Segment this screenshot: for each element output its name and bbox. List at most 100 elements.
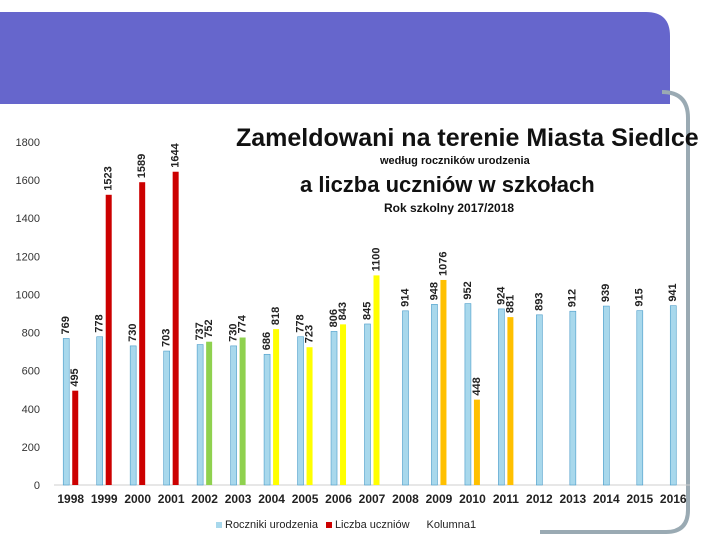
bars bbox=[62, 171, 677, 486]
bar-births-2002 bbox=[196, 344, 204, 486]
bar-births-2005 bbox=[297, 336, 304, 486]
bar-label-students-2004: 818 bbox=[270, 307, 282, 325]
y-tick-label: 1400 bbox=[16, 213, 40, 225]
bar-births-2007 bbox=[364, 323, 371, 486]
y-tick-label: 400 bbox=[22, 404, 40, 416]
bar-births-1998 bbox=[62, 338, 70, 486]
legend-item-students: Liczba uczniów bbox=[325, 519, 410, 531]
bar-births-2004 bbox=[263, 353, 271, 486]
legend-label-students: Liczba uczniów bbox=[334, 519, 410, 531]
bar-students-2001 bbox=[172, 171, 179, 485]
x-tick-label: 2013 bbox=[559, 492, 586, 506]
bar-births-2016 bbox=[669, 305, 677, 486]
bar-label-births-1998: 769 bbox=[60, 316, 72, 334]
legend: Roczniki urodzenia Liczba uczniów Kolumn… bbox=[216, 518, 476, 532]
bar-label-students-2005: 723 bbox=[303, 325, 315, 343]
x-tick-label: 2001 bbox=[158, 492, 185, 506]
chart-title: Zameldowani na terenie Miasta Siedlce bbox=[236, 124, 699, 152]
y-tick-label: 600 bbox=[22, 366, 40, 378]
x-tick-label: 2016 bbox=[660, 492, 687, 506]
bar-label-births-2010: 952 bbox=[462, 281, 474, 299]
bar-label-births-2000: 730 bbox=[127, 324, 139, 342]
x-tick-label: 2002 bbox=[191, 492, 218, 506]
header-band bbox=[0, 12, 670, 104]
x-tick-label: 2015 bbox=[626, 492, 653, 506]
bar-label-births-2002: 737 bbox=[194, 322, 206, 340]
x-tick-label: 2004 bbox=[258, 492, 285, 506]
x-tick-label: 2010 bbox=[459, 492, 486, 506]
bar-label-students-2011: 881 bbox=[504, 295, 516, 313]
bar-label-students-1998: 495 bbox=[69, 368, 81, 386]
school-year-label: Rok szkolny 2017/2018 bbox=[384, 201, 515, 215]
bar-students-2003 bbox=[239, 337, 246, 485]
x-tick-label: 2012 bbox=[526, 492, 553, 506]
y-tick-label: 1800 bbox=[16, 137, 40, 149]
y-tick-label: 1600 bbox=[16, 175, 40, 187]
bar-births-2000 bbox=[129, 345, 137, 486]
y-tick-label: 800 bbox=[22, 328, 40, 340]
x-axis: 1998 1999 2000 2001 2002 2003 2004 2005 2006 2007… bbox=[54, 484, 690, 506]
x-tick-label: 2005 bbox=[292, 492, 319, 506]
bar-births-2011 bbox=[498, 308, 505, 486]
bar-label-students-2000: 1589 bbox=[136, 154, 148, 178]
bar-label-births-2014: 939 bbox=[600, 284, 612, 302]
x-tick-label: 1998 bbox=[57, 492, 84, 506]
x-tick-label: 2000 bbox=[124, 492, 151, 506]
y-axis: 0 200 400 600 800 1000 1200 1400 1600 1800 bbox=[16, 137, 40, 492]
bar-births-2013 bbox=[569, 310, 577, 486]
bar-label-births-2015: 915 bbox=[634, 288, 646, 306]
legend-label-kolumna1: Kolumna1 bbox=[426, 519, 477, 531]
legend-swatch-kolumna1 bbox=[418, 522, 424, 528]
chart-subtitle: według roczników urodzenia bbox=[380, 155, 530, 167]
bar-births-2015 bbox=[636, 310, 644, 486]
bar-label-students-2006: 843 bbox=[337, 302, 349, 320]
bar-births-2008 bbox=[402, 310, 409, 486]
x-tick-label: 2011 bbox=[493, 492, 519, 506]
bar-students-2004 bbox=[273, 329, 280, 485]
bar-label-births-2012: 893 bbox=[533, 292, 545, 310]
bar-births-1999 bbox=[96, 336, 104, 486]
y-tick-label: 1000 bbox=[16, 289, 40, 301]
bar-students-2006 bbox=[340, 324, 347, 485]
bar-students-2005 bbox=[306, 347, 313, 485]
bar-students-1998 bbox=[72, 390, 79, 485]
bar-students-2007 bbox=[373, 275, 380, 485]
bar-births-2006 bbox=[330, 331, 338, 486]
chart-second-title: a liczba uczniów w szkołach bbox=[300, 172, 595, 197]
y-tick-label: 0 bbox=[34, 480, 40, 492]
bar-students-2010 bbox=[473, 399, 480, 485]
legend-swatch-students bbox=[325, 522, 332, 528]
bar-label-students-2007: 1100 bbox=[370, 248, 382, 272]
x-tick-label: 2007 bbox=[359, 492, 386, 506]
bar-births-2010 bbox=[464, 303, 472, 486]
legend-item-kolumna1: Kolumna1 bbox=[418, 519, 477, 531]
bar-label-births-2006: 806 bbox=[328, 309, 340, 327]
bar-births-2009 bbox=[431, 304, 438, 486]
x-tick-label: 2014 bbox=[593, 492, 620, 506]
x-tick-label: 2006 bbox=[325, 492, 352, 506]
bar-births-2003 bbox=[230, 345, 237, 486]
bar-label-births-2005: 778 bbox=[294, 314, 306, 332]
frame-border bbox=[540, 90, 690, 534]
bar-label-births-2009: 948 bbox=[428, 282, 440, 300]
x-tick-label: 2009 bbox=[426, 492, 453, 506]
bar-students-2000 bbox=[139, 182, 146, 486]
bar-label-births-2007: 845 bbox=[361, 302, 373, 320]
bar-label-births-2016: 941 bbox=[667, 283, 679, 301]
bar-label-students-2002: 752 bbox=[203, 319, 215, 337]
bar-label-students-2003: 774 bbox=[237, 314, 249, 333]
x-tick-label: 2008 bbox=[392, 492, 419, 506]
bar-label-births-2004: 686 bbox=[261, 332, 273, 350]
bar-students-2002 bbox=[206, 341, 213, 485]
bar-label-students-2001: 1644 bbox=[170, 142, 182, 167]
bar-label-students-1999: 1523 bbox=[103, 166, 115, 190]
legend-label-births: Roczniki urodzenia bbox=[225, 519, 318, 531]
x-tick-label: 2003 bbox=[225, 492, 252, 506]
legend-item-births: Roczniki urodzenia bbox=[216, 519, 318, 531]
bar-births-2012 bbox=[536, 314, 543, 486]
y-tick-label: 1200 bbox=[16, 251, 40, 263]
bar-label-births-2013: 912 bbox=[567, 289, 579, 307]
